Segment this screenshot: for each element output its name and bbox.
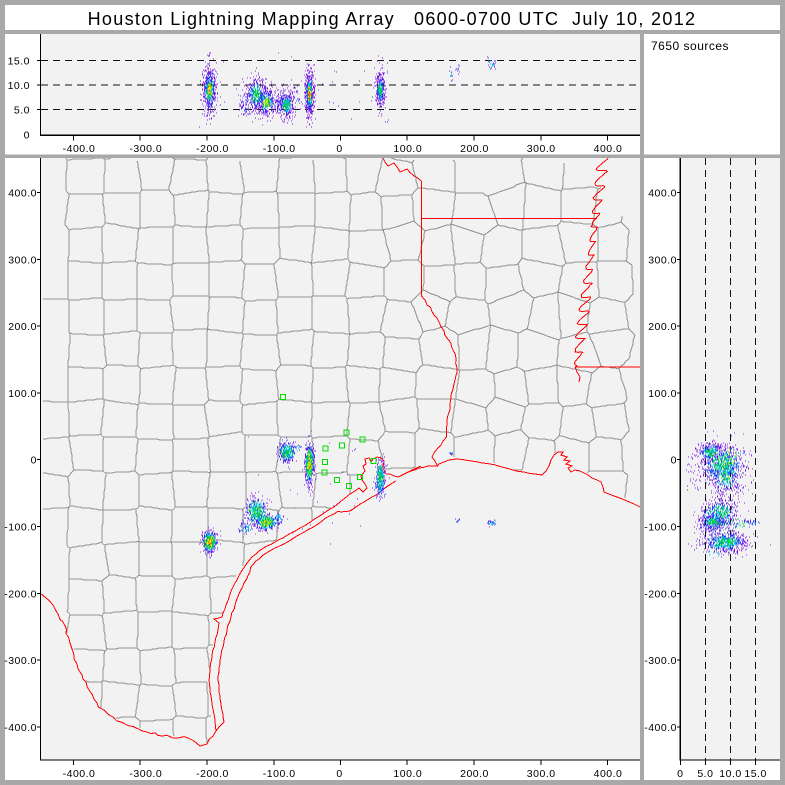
svg-text:-400.0: -400.0: [63, 143, 96, 155]
svg-text:200.0: 200.0: [8, 321, 37, 333]
svg-text:0: 0: [336, 143, 342, 155]
svg-text:5.0: 5.0: [14, 105, 30, 117]
svg-text:Houston Lightning Mapping Arra: Houston Lightning Mapping Array 0600-070…: [88, 9, 697, 29]
svg-text:-100.0: -100.0: [4, 522, 37, 534]
svg-text:100.0: 100.0: [393, 768, 422, 780]
svg-text:300.0: 300.0: [8, 254, 37, 266]
svg-text:-300.0: -300.0: [644, 655, 677, 667]
svg-text:-300.0: -300.0: [129, 143, 162, 155]
svg-text:0: 0: [31, 455, 37, 467]
svg-text:200.0: 200.0: [460, 143, 489, 155]
svg-text:-200.0: -200.0: [4, 588, 37, 600]
svg-text:200.0: 200.0: [648, 321, 677, 333]
svg-text:-300.0: -300.0: [4, 655, 37, 667]
svg-text:100.0: 100.0: [648, 388, 677, 400]
svg-text:-200.0: -200.0: [196, 768, 229, 780]
svg-text:0: 0: [336, 768, 342, 780]
svg-text:-400.0: -400.0: [4, 722, 37, 734]
svg-text:-400.0: -400.0: [63, 768, 96, 780]
svg-text:300.0: 300.0: [527, 143, 556, 155]
svg-text:15.0: 15.0: [744, 768, 766, 780]
svg-text:0: 0: [24, 130, 30, 142]
svg-text:100.0: 100.0: [8, 388, 37, 400]
svg-text:-300.0: -300.0: [129, 768, 162, 780]
svg-text:-200.0: -200.0: [644, 588, 677, 600]
svg-text:-100.0: -100.0: [644, 522, 677, 534]
svg-text:10.0: 10.0: [719, 768, 741, 780]
svg-text:400.0: 400.0: [8, 188, 37, 200]
svg-text:5.0: 5.0: [697, 768, 713, 780]
svg-text:7650 sources: 7650 sources: [651, 39, 729, 53]
svg-text:300.0: 300.0: [527, 768, 556, 780]
svg-text:400.0: 400.0: [594, 768, 623, 780]
svg-text:0: 0: [677, 768, 683, 780]
svg-text:10.0: 10.0: [8, 80, 30, 92]
svg-text:400.0: 400.0: [648, 188, 677, 200]
svg-text:-100.0: -100.0: [263, 768, 296, 780]
svg-text:-100.0: -100.0: [263, 143, 296, 155]
svg-text:400.0: 400.0: [594, 143, 623, 155]
svg-text:0: 0: [671, 455, 677, 467]
svg-text:300.0: 300.0: [648, 254, 677, 266]
svg-text:-200.0: -200.0: [196, 143, 229, 155]
svg-text:200.0: 200.0: [460, 768, 489, 780]
svg-text:15.0: 15.0: [8, 55, 30, 67]
svg-text:100.0: 100.0: [393, 143, 422, 155]
svg-text:-400.0: -400.0: [644, 722, 677, 734]
